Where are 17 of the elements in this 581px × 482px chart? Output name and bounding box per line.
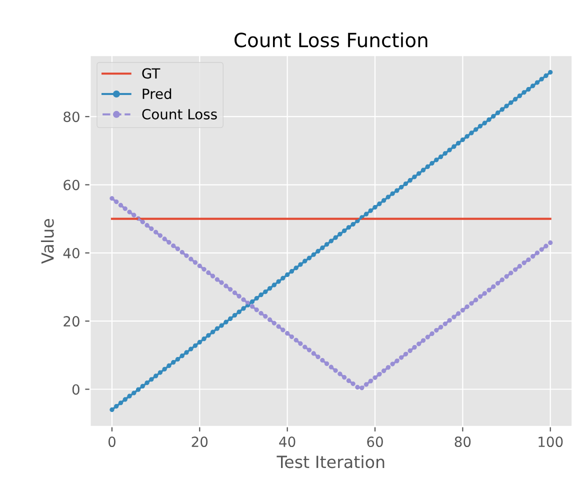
y-tick-label: 20 bbox=[64, 316, 80, 327]
y-tick-label: 40 bbox=[63, 248, 80, 258]
y-tick-label: 0 bbox=[72, 384, 80, 395]
x-tick-label: 0 bbox=[108, 436, 116, 448]
x-axis-title: Test Iteration bbox=[276, 455, 384, 468]
x-tick-label: 60 bbox=[367, 436, 383, 448]
legend-label: Count Loss bbox=[142, 108, 217, 120]
x-tick-label: 80 bbox=[454, 436, 471, 448]
x-tick-label: 40 bbox=[279, 436, 296, 448]
legend-label: Pred bbox=[142, 88, 172, 100]
y-axis-title: Value bbox=[40, 219, 54, 264]
x-tick-label: 100 bbox=[538, 436, 563, 448]
chart-title: Count Loss Function bbox=[234, 32, 428, 48]
y-tick-label: 80 bbox=[64, 112, 80, 122]
legend-label: GT bbox=[142, 68, 160, 79]
x-tick-label: 20 bbox=[192, 436, 208, 448]
y-tick-label: 60 bbox=[64, 180, 80, 190]
